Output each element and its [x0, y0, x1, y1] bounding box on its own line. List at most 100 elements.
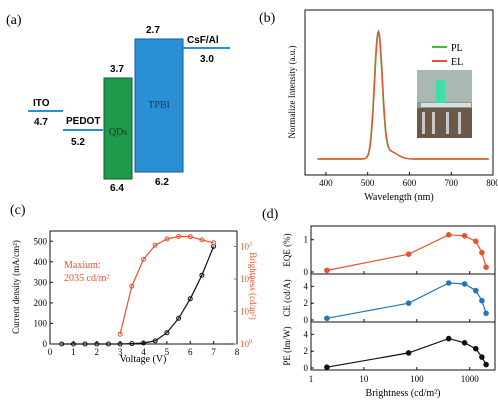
- spectrum-line-el: [317, 29, 489, 160]
- current-density-point: [105, 341, 111, 347]
- pe-point: [445, 335, 452, 342]
- eqe-point: [483, 264, 489, 271]
- device-photo-inset: [417, 70, 472, 138]
- pe-point: [483, 361, 489, 368]
- panel-c-x-tick-label: 7: [211, 347, 216, 357]
- panel-c-y-tick-label: 300: [34, 277, 48, 287]
- panel-d-x-tick-label: 1: [309, 374, 314, 384]
- ce-point: [405, 300, 412, 307]
- eqe-point: [445, 232, 452, 238]
- panel-b-x-tick-label: 400: [319, 178, 333, 188]
- pe-ylabel: PE (lm/W): [282, 326, 292, 365]
- eqe-point: [405, 251, 412, 257]
- ce-ylabel: CE (cd/A): [282, 279, 292, 316]
- panel-c-x-tick-label: 4: [141, 347, 146, 357]
- current-density-point: [176, 315, 182, 321]
- current-density-point: [117, 341, 123, 347]
- panel-c-x-tick-label: 2: [95, 347, 100, 357]
- pe-frame: [310, 321, 496, 371]
- eqe-frame: [310, 225, 496, 275]
- panel-b: (b) 400 500 600 700 800 Wavelength (nm) Norm…: [259, 9, 498, 203]
- panel-d: (d) EQE (%) CE (cd/A) PE (lm/W) 1 10 100 10…: [262, 207, 496, 399]
- csfal-label: CsF/Al: [187, 35, 219, 46]
- inset-photo-emission: [436, 80, 445, 106]
- ce-y-tick-label: 0: [304, 315, 309, 325]
- qds-bar: [103, 77, 133, 180]
- pe-point: [324, 364, 330, 371]
- panel-d-label: (d): [262, 207, 279, 222]
- panel-b-label: (b): [259, 11, 276, 26]
- brightness-point: [211, 240, 217, 246]
- panel-c-x-tick-label: 6: [188, 347, 193, 357]
- inset-photo-substrate: [421, 103, 471, 107]
- panel-b-xlabel: Wavelength (nm): [364, 192, 433, 203]
- panel-c-right-tick-exponent: 1: [249, 307, 252, 313]
- qds-label: QDs: [109, 127, 127, 138]
- ce-line: [326, 282, 487, 319]
- panel-c-right-tick-label: 101: [240, 307, 252, 317]
- qds-bottom-value: 6.4: [110, 183, 124, 194]
- panel-c-x-tick-label: 0: [48, 347, 53, 357]
- ce-point: [473, 287, 479, 294]
- ce-y-tick-label: 2: [304, 298, 309, 308]
- panel-c-right-tick-label: 103: [240, 242, 252, 252]
- panel-b-x-tick-label: 600: [403, 178, 417, 188]
- ce-frame: [310, 273, 496, 323]
- current-density-point: [70, 341, 76, 347]
- current-density-point: [59, 341, 65, 347]
- brightness-point: [141, 256, 146, 262]
- panel-b-x-tick-label: 800: [486, 178, 498, 188]
- panel-c-ylabel: Current density (mA/cm²): [11, 240, 21, 334]
- eqe-point: [324, 267, 330, 274]
- panel-c-label: (c): [10, 203, 26, 218]
- brightness-max-value: 2035 cd/m²: [64, 273, 110, 284]
- panel-a-label: (a): [6, 13, 22, 28]
- inset-photo-pin: [446, 112, 449, 134]
- ce-point: [461, 281, 468, 287]
- panel-b-x-tick-label: 500: [361, 178, 375, 188]
- panel-c-y-tick-label: 500: [34, 236, 48, 246]
- inset-photo-pin: [432, 112, 435, 134]
- current-density-point: [94, 341, 100, 347]
- pe-y-tick-label: 4: [304, 329, 309, 339]
- inset-photo-pin: [458, 112, 461, 134]
- tpbi-top-value: 2.7: [146, 25, 160, 36]
- tpbi-label: TPBI: [148, 100, 170, 111]
- eqe-y-tick-label: 0: [304, 267, 309, 277]
- panel-c-y-tick-label: 400: [34, 257, 48, 267]
- panel-c-right-ylabel: Brightness (cd/m²): [248, 252, 258, 319]
- panel-c-xlabel: Voltage (V): [120, 354, 167, 365]
- eqe-y-tick-label: 1: [304, 235, 309, 245]
- tpbi-bottom-value: 6.2: [155, 177, 169, 188]
- pedot-label: PEDOT: [66, 116, 100, 127]
- legend-pl-label: PL: [451, 43, 463, 54]
- brightness-point: [152, 242, 158, 248]
- panel-c-right-tick-exponent: 0: [249, 339, 252, 345]
- brightness-point: [199, 237, 205, 243]
- brightness-point: [187, 234, 193, 240]
- brightness-max-label: Maxium:: [64, 260, 101, 271]
- brightness-point: [117, 331, 123, 337]
- current-density-point: [152, 338, 158, 344]
- brightness-point: [176, 234, 182, 239]
- brightness-line: [119, 235, 214, 335]
- panel-a: (a) ITO 4.7 PEDOT 5.2 QDs 3.7 6.4 TPBI 2…: [6, 13, 230, 194]
- current-density-point: [164, 330, 170, 336]
- panel-c-y-tick-label: 100: [34, 318, 48, 328]
- eqe-point: [479, 249, 485, 256]
- current-density-point: [141, 340, 146, 346]
- inset-photo-holder: [417, 108, 472, 138]
- panel-c-right-tick-exponent: 3: [249, 242, 252, 248]
- pe-point: [405, 350, 412, 356]
- panel-c-y-tick-label: 200: [34, 298, 48, 308]
- panel-c-x-tick-label: 8: [235, 347, 240, 357]
- eqe-ylabel: EQE (%): [282, 233, 292, 266]
- inset-photo-pin: [422, 112, 425, 134]
- panel-b-x-ticks: 400 500 600 700 800: [319, 172, 498, 188]
- current-density-point: [187, 296, 193, 302]
- ce-y-tick-label: 4: [304, 281, 309, 291]
- pe-point: [473, 345, 479, 352]
